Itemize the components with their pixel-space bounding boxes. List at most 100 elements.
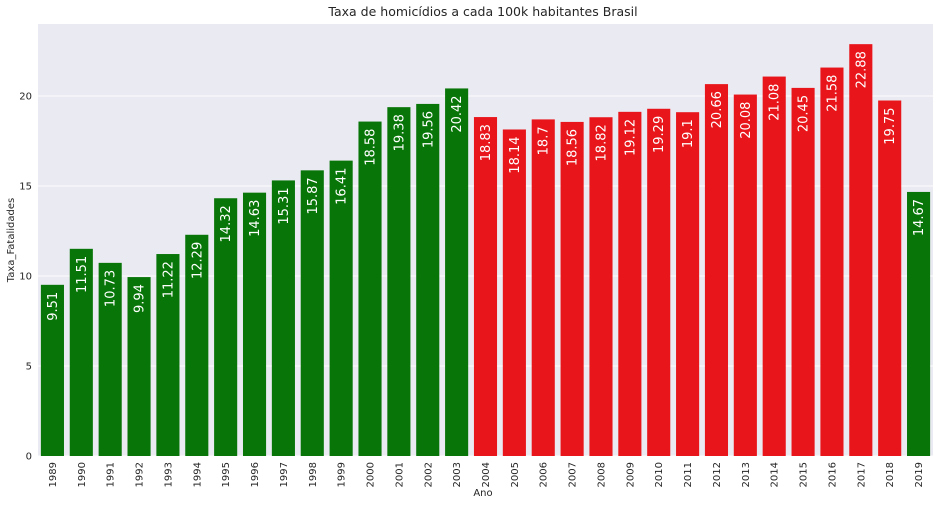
bars <box>40 44 931 457</box>
bar <box>387 107 411 456</box>
bar-data-label: 18.58 <box>364 129 379 166</box>
bar <box>762 76 786 456</box>
bar-data-label: 19.56 <box>421 111 436 148</box>
x-tick-label: 1993 <box>163 462 174 487</box>
bar <box>214 198 238 457</box>
x-tick-label: 2006 <box>539 462 550 487</box>
bar <box>40 284 64 456</box>
y-tick-label: 0 <box>26 452 32 463</box>
bar <box>329 160 353 456</box>
bar <box>98 262 122 456</box>
bar-data-label: 9.94 <box>133 284 148 313</box>
x-tick-label: 2018 <box>885 462 896 487</box>
bar-data-label: 18.14 <box>508 136 523 173</box>
x-tick-label: 2001 <box>394 462 405 487</box>
bar-data-label: 14.67 <box>912 199 927 236</box>
x-tick-label: 2017 <box>856 462 867 487</box>
x-tick-label: 2013 <box>741 462 752 487</box>
chart-title: Taxa de homicídios a cada 100k habitante… <box>327 4 637 19</box>
bar <box>733 94 757 456</box>
bar-data-label: 18.56 <box>566 129 581 166</box>
x-tick-label: 1999 <box>337 462 348 487</box>
x-tick-label: 2014 <box>770 462 781 487</box>
bar <box>849 44 873 456</box>
bar-data-label: 10.73 <box>104 270 119 307</box>
bar <box>473 117 498 456</box>
bar <box>358 121 382 456</box>
x-tick-label: 1996 <box>250 462 261 487</box>
bar <box>791 87 815 457</box>
y-tick-label: 10 <box>19 272 32 283</box>
x-tick-label: 2012 <box>712 462 723 487</box>
x-axis-label: Ano <box>473 488 492 499</box>
bar-data-label: 21.58 <box>825 75 840 112</box>
y-tick-label: 20 <box>19 92 32 103</box>
bar-data-label: 20.66 <box>710 91 725 128</box>
bar-data-label: 19.29 <box>652 116 667 153</box>
bar <box>445 88 469 456</box>
bar-data-label: 11.22 <box>161 261 176 298</box>
x-axis-ticks: 1989 1990 1991 1992 1993 1994 1995 1996 1997 1998… <box>48 462 925 487</box>
bar-data-label: 19.38 <box>392 114 407 151</box>
x-tick-label: 2000 <box>366 462 377 487</box>
x-tick-label: 2011 <box>683 462 694 487</box>
x-tick-label: 2019 <box>914 462 925 487</box>
x-tick-label: 1998 <box>308 462 319 487</box>
bar-data-label: 14.32 <box>219 205 234 242</box>
bar-data-label: 19.75 <box>883 108 898 145</box>
bar <box>271 180 295 457</box>
bar-data-label: 20.08 <box>739 102 754 139</box>
bar <box>676 112 700 456</box>
bar <box>502 129 526 457</box>
bar-data-label: 20.42 <box>450 95 465 132</box>
bar-data-label: 18.83 <box>479 124 494 161</box>
bar-data-label: 16.41 <box>335 168 350 205</box>
x-tick-label: 1991 <box>106 462 117 487</box>
x-tick-label: 1997 <box>279 462 290 487</box>
bar-data-label: 18.7 <box>537 126 552 155</box>
bar <box>878 100 902 456</box>
x-tick-label: 2002 <box>423 462 434 487</box>
bar-data-label: 15.31 <box>277 187 292 224</box>
bar <box>531 119 555 457</box>
bar-data-label: 15.87 <box>306 177 321 214</box>
y-axis-ticks: 0 5 10 15 20 <box>19 92 32 463</box>
y-tick-label: 15 <box>19 182 32 193</box>
bar-data-label: 20.45 <box>797 95 812 132</box>
bar <box>589 117 613 457</box>
bar <box>647 108 671 456</box>
y-axis-label: Taxa_Fatalidades <box>6 198 17 283</box>
x-tick-label: 2015 <box>799 462 810 487</box>
x-tick-label: 2008 <box>596 462 607 487</box>
bar-data-label: 9.51 <box>46 292 61 321</box>
bar <box>156 254 180 456</box>
bar-data-label: 19.1 <box>681 119 696 148</box>
bar <box>560 121 584 457</box>
bar <box>820 67 844 456</box>
bar-data-label: 21.08 <box>768 84 783 121</box>
bar-data-label: 12.29 <box>190 242 205 279</box>
x-tick-label: 2010 <box>654 462 665 487</box>
x-tick-label: 1989 <box>48 462 59 487</box>
bar-data-label: 19.12 <box>623 119 638 156</box>
bar <box>416 103 440 457</box>
x-tick-label: 1990 <box>77 462 88 487</box>
bar <box>127 277 151 456</box>
x-tick-label: 2004 <box>481 462 492 487</box>
y-tick-label: 5 <box>26 362 32 373</box>
x-tick-label: 1994 <box>192 462 203 487</box>
x-tick-label: 2003 <box>452 462 463 487</box>
bar-labels: 9.51 11.51 10.73 9.94 11.22 12.29 14.32 14.63 15… <box>46 51 927 321</box>
bar <box>185 234 209 456</box>
bar <box>300 170 324 456</box>
bar <box>618 111 642 456</box>
bar-data-label: 18.82 <box>594 124 609 161</box>
x-tick-label: 2005 <box>510 462 521 487</box>
x-tick-label: 1992 <box>135 462 146 487</box>
bar <box>907 191 931 456</box>
x-tick-label: 2007 <box>568 462 579 487</box>
x-tick-label: 1995 <box>221 462 232 487</box>
bar <box>704 84 729 457</box>
x-tick-label: 2016 <box>827 462 838 487</box>
